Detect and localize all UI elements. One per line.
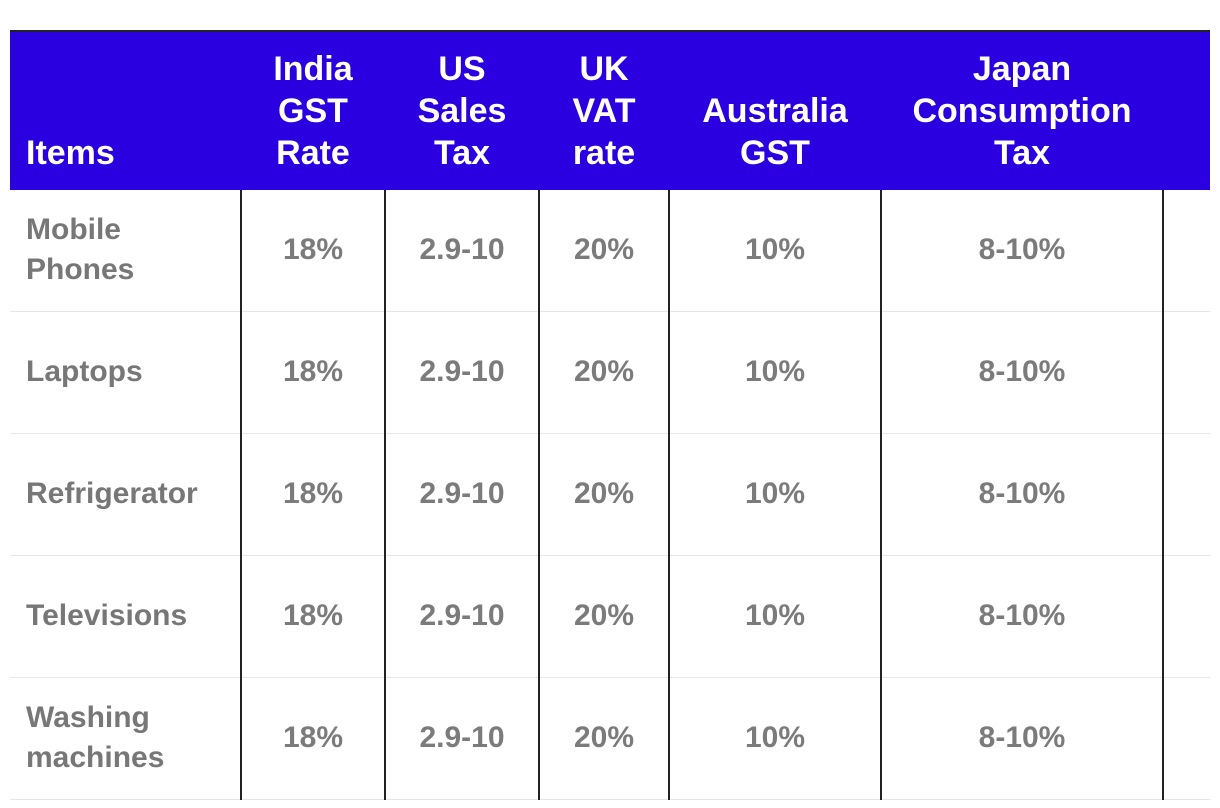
uk-vat-cell: 20% — [538, 555, 669, 678]
uk-vat-cell: 20% — [538, 311, 669, 434]
header-row: Items India GST Rate US Sales Tax UK VAT… — [10, 32, 1210, 190]
cutoff-cell: s — [1162, 433, 1210, 556]
japan-tax-cell: 8-10% — [880, 677, 1163, 800]
us-sales-tax-cell: 2.9-10 — [384, 433, 539, 556]
cutoff-cell: s — [1162, 677, 1210, 800]
header-japan-consumption-tax: Japan Consumption Tax — [881, 32, 1163, 190]
india-gst-cell: 18% — [240, 311, 385, 434]
table-row: Laptops 18% 2.9-10 20% 10% 8-10% s — [10, 311, 1210, 434]
us-sales-tax-cell: 2.9-10 — [384, 311, 539, 434]
japan-tax-cell: 8-10% — [880, 555, 1163, 678]
uk-vat-cell: 20% — [538, 677, 669, 800]
australia-gst-cell: 10% — [668, 311, 881, 434]
table-row: Refrigerator 18% 2.9-10 20% 10% 8-10% s — [10, 433, 1210, 556]
cutoff-cell: s — [1162, 555, 1210, 678]
table-row: Washing machines 18% 2.9-10 20% 10% 8-10… — [10, 677, 1210, 800]
header-australia-gst: Australia GST — [669, 32, 881, 190]
item-name-cell: Televisions — [10, 555, 241, 678]
header-cutoff-column: U V — [1163, 32, 1210, 190]
japan-tax-cell: 8-10% — [880, 433, 1163, 556]
australia-gst-cell: 10% — [668, 677, 881, 800]
table-row: Televisions 18% 2.9-10 20% 10% 8-10% s — [10, 555, 1210, 678]
header-india-gst: India GST Rate — [241, 32, 385, 190]
header-uk-vat: UK VAT rate — [539, 32, 669, 190]
header-us-sales-tax: US Sales Tax — [385, 32, 539, 190]
australia-gst-cell: 10% — [668, 190, 881, 312]
item-name-cell: Mobile Phones — [10, 190, 241, 312]
india-gst-cell: 18% — [240, 433, 385, 556]
us-sales-tax-cell: 2.9-10 — [384, 677, 539, 800]
india-gst-cell: 18% — [240, 677, 385, 800]
item-name-cell: Refrigerator — [10, 433, 241, 556]
uk-vat-cell: 20% — [538, 190, 669, 312]
header-items: Items — [10, 32, 241, 190]
cutoff-cell: s — [1162, 311, 1210, 434]
uk-vat-cell: 20% — [538, 433, 669, 556]
table-row: Mobile Phones 18% 2.9-10 20% 10% 8-10% s — [10, 190, 1210, 312]
australia-gst-cell: 10% — [668, 433, 881, 556]
item-name-cell: Washing machines — [10, 677, 241, 800]
us-sales-tax-cell: 2.9-10 — [384, 190, 539, 312]
us-sales-tax-cell: 2.9-10 — [384, 555, 539, 678]
tax-comparison-table-container: Items India GST Rate US Sales Tax UK VAT… — [10, 30, 1210, 808]
tax-comparison-table: Items India GST Rate US Sales Tax UK VAT… — [10, 32, 1210, 800]
item-name-cell: Laptops — [10, 311, 241, 434]
japan-tax-cell: 8-10% — [880, 311, 1163, 434]
australia-gst-cell: 10% — [668, 555, 881, 678]
india-gst-cell: 18% — [240, 555, 385, 678]
cutoff-cell: s — [1162, 190, 1210, 312]
japan-tax-cell: 8-10% — [880, 190, 1163, 312]
india-gst-cell: 18% — [240, 190, 385, 312]
